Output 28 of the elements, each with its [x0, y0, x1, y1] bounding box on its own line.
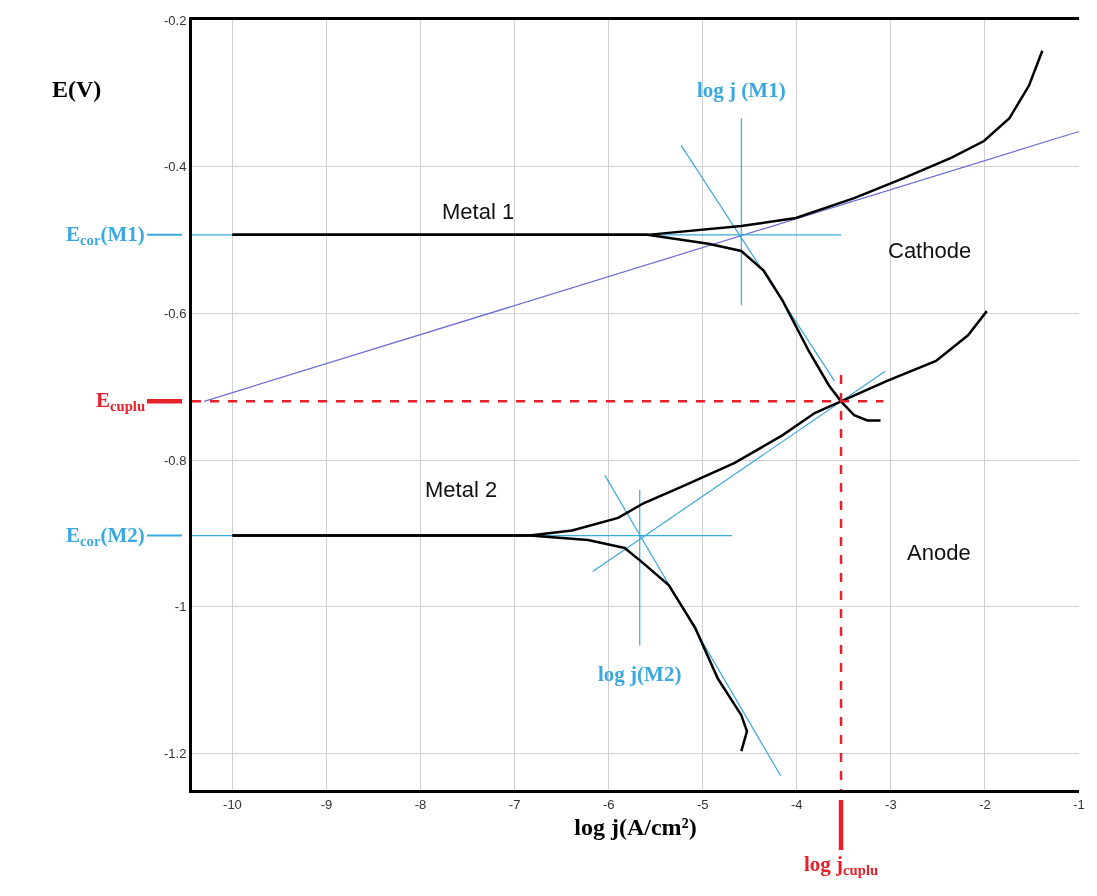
x-tick-label: -1: [1073, 796, 1085, 812]
annotation: log j (M1): [697, 78, 786, 102]
y-tick-label: -0.4: [163, 159, 187, 175]
x-tick-label: -9: [320, 796, 333, 812]
x-tick-label: -10: [223, 796, 242, 812]
annotation: E$_{cuplu}$: [96, 388, 146, 415]
x-tick-label: -5: [696, 796, 709, 812]
x-tick-label: -3: [885, 796, 897, 812]
y-tick-label: -0.6: [163, 305, 187, 321]
x-tick-label: -8: [414, 796, 427, 812]
annotation: log j(M2): [598, 662, 682, 686]
y-tick-label: -0.8: [163, 452, 187, 468]
annotation: Anode: [907, 540, 971, 565]
x-axis-title: log j(A/cm²): [574, 813, 697, 840]
x-tick-label: -2: [979, 796, 991, 812]
annotation: Cathode: [888, 238, 972, 263]
y-tick-label: -1: [174, 599, 187, 615]
annotation: E$_{cor}$(M2): [66, 523, 145, 550]
annotation: Metal 2: [425, 477, 498, 502]
annotation: E$_{cor}$(M1): [66, 222, 145, 249]
annotation: log j$_{cuplu}$: [804, 852, 879, 879]
annotation: Metal 1: [442, 199, 515, 224]
y-axis-title: E(V): [52, 76, 102, 102]
x-tick-label: -4: [791, 796, 803, 812]
y-tick-label: -1.2: [163, 745, 187, 761]
y-tick-label: -0.2: [163, 12, 187, 28]
x-tick-label: -7: [508, 796, 521, 812]
x-tick-label: -6: [602, 796, 615, 812]
